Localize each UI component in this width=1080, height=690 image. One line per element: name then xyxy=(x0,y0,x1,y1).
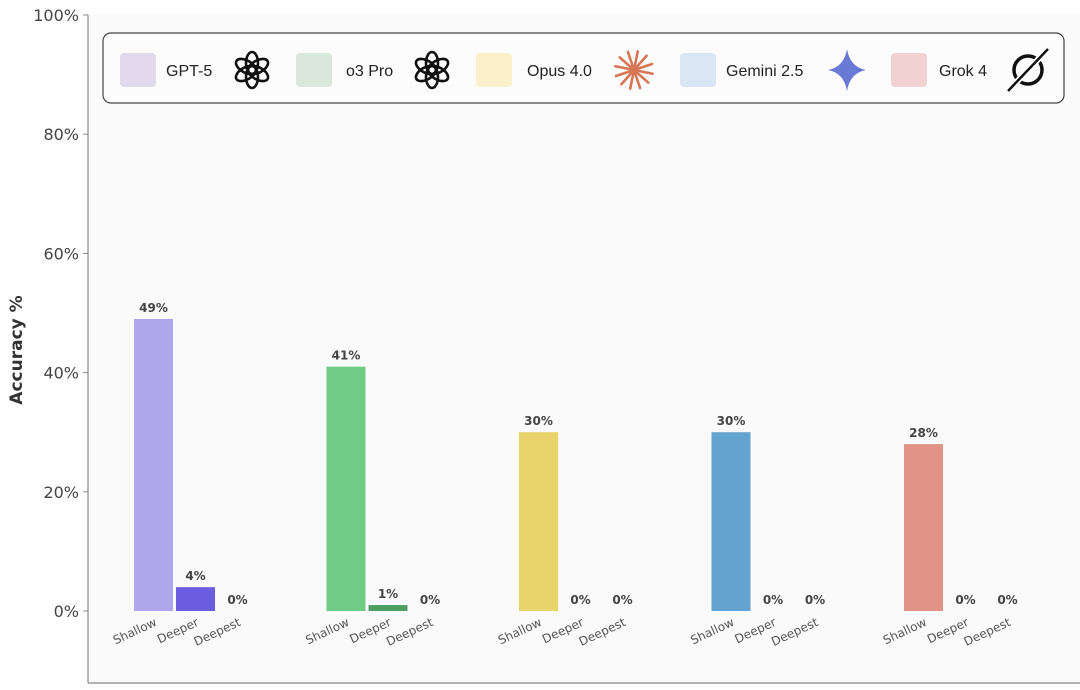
bar xyxy=(904,444,943,611)
data-label: 4% xyxy=(185,569,205,583)
y-tick-label: 20% xyxy=(43,483,79,502)
y-tick-label: 60% xyxy=(43,244,79,263)
data-label: 0% xyxy=(570,593,590,607)
gemini-sparkle-icon xyxy=(828,49,866,91)
legend-item: Gemini 2.5 xyxy=(680,49,866,91)
legend-label: GPT-5 xyxy=(166,63,212,80)
legend-swatch xyxy=(476,53,512,87)
data-label: 0% xyxy=(805,593,825,607)
legend-swatch xyxy=(296,53,332,87)
bar xyxy=(176,587,215,611)
bar xyxy=(711,432,751,611)
legend-item: GPT-5 xyxy=(120,50,270,90)
y-tick-label: 0% xyxy=(54,602,79,621)
legend-label: Gemini 2.5 xyxy=(726,63,803,80)
data-label: 28% xyxy=(909,426,938,440)
grok-logo-icon xyxy=(1005,46,1051,94)
data-label: 0% xyxy=(997,593,1017,607)
data-label: 0% xyxy=(763,593,783,607)
data-label: 0% xyxy=(227,593,247,607)
data-label: 30% xyxy=(524,414,553,428)
openai-logo-icon xyxy=(414,50,450,90)
data-label: 0% xyxy=(420,593,440,607)
legend-label: Grok 4 xyxy=(939,63,987,80)
data-label: 41% xyxy=(332,349,361,363)
legend-item: Grok 4 xyxy=(891,46,1051,94)
data-label: 30% xyxy=(717,414,746,428)
data-label: 1% xyxy=(378,587,398,601)
legend-box xyxy=(102,32,1065,104)
y-axis-label: Accuracy % xyxy=(7,295,27,404)
bar xyxy=(519,432,558,611)
y-tick-label: 80% xyxy=(43,125,79,144)
legend-label: Opus 4.0 xyxy=(527,63,592,80)
bar xyxy=(134,318,173,611)
y-tick-label: 40% xyxy=(43,364,79,383)
anthropic-asterisk-icon xyxy=(614,50,654,90)
legend-swatch xyxy=(891,53,927,87)
bar xyxy=(326,366,366,611)
bar xyxy=(368,605,408,611)
legend-label: o3 Pro xyxy=(346,63,393,80)
legend-item: Opus 4.0 xyxy=(476,50,654,90)
data-label: 49% xyxy=(139,301,168,315)
data-label: 0% xyxy=(612,593,632,607)
legend-swatch xyxy=(680,53,716,87)
legend: GPT-5 o3 Pro Opus 4.0 Gemini 2.5 Grok 4 xyxy=(102,32,1065,104)
legend-swatch xyxy=(120,53,156,87)
y-tick-label: 100% xyxy=(33,6,79,25)
legend-item: o3 Pro xyxy=(296,50,450,90)
data-label: 0% xyxy=(955,593,975,607)
openai-logo-icon xyxy=(234,50,270,90)
